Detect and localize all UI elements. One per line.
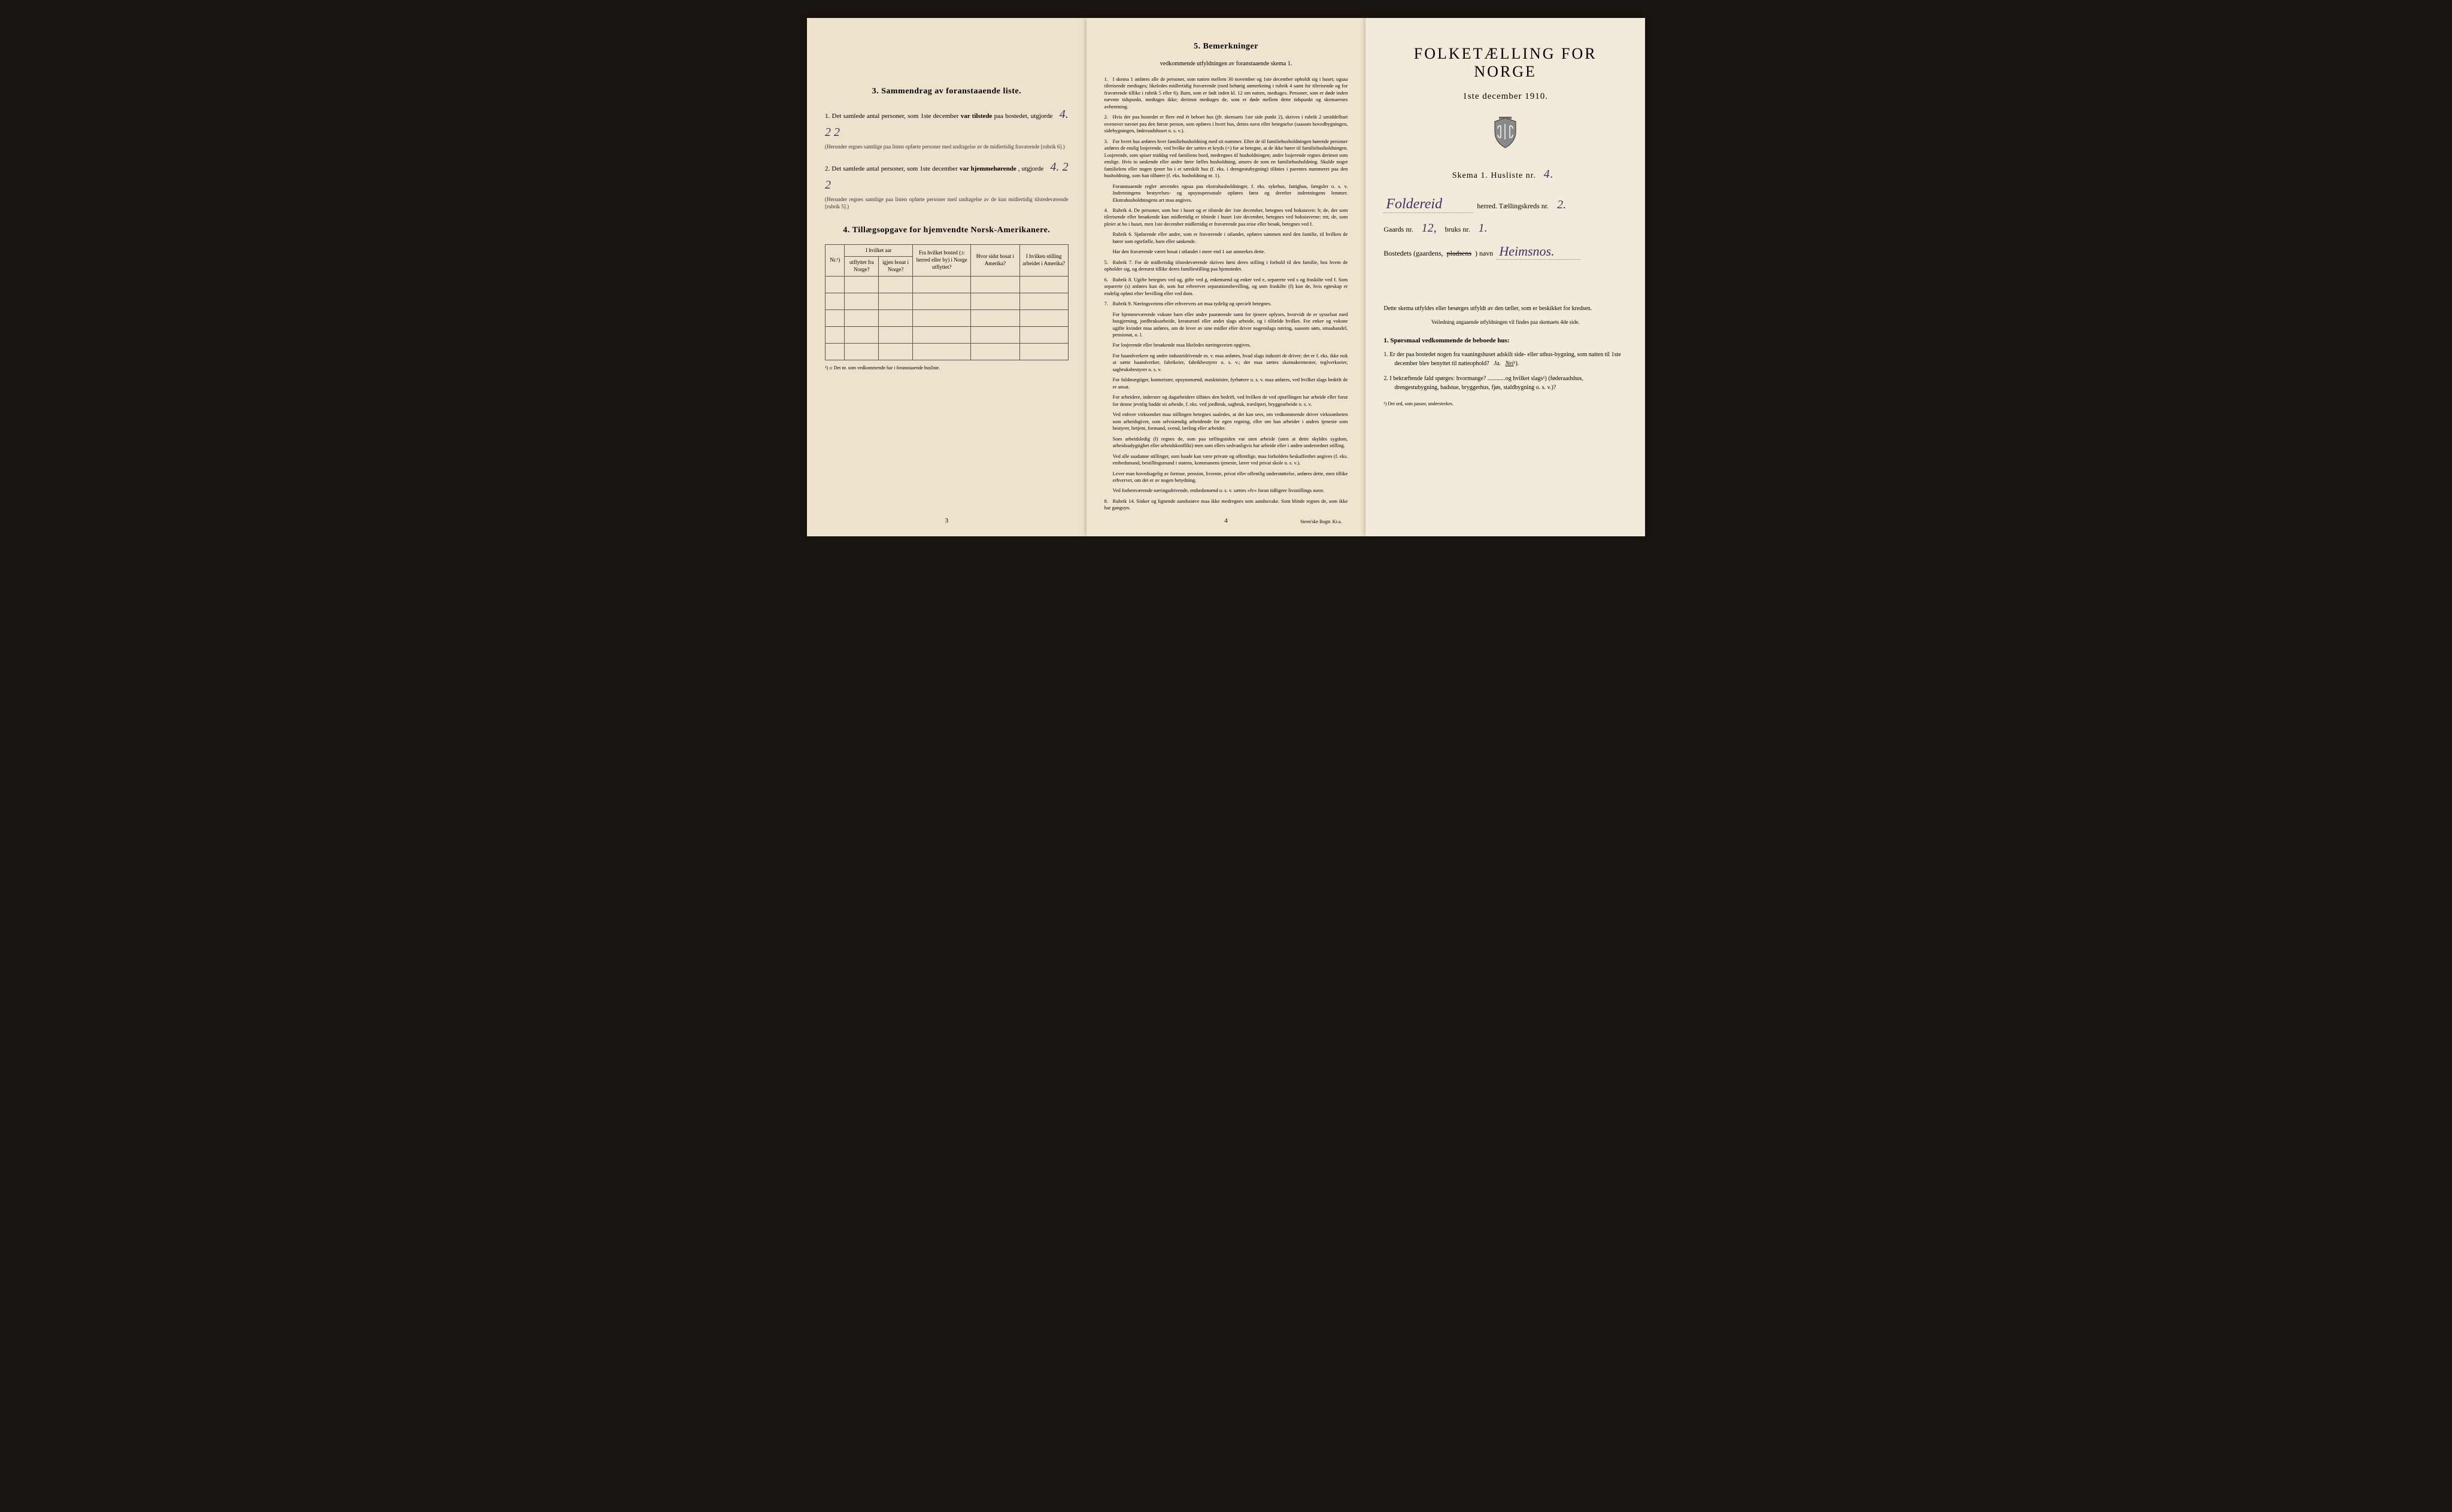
bosted-line: Bostedets (gaardens, pladsens ) navn Hei… xyxy=(1383,244,1627,260)
remark-sub: Ved enhver virksomhet maa stillingen bet… xyxy=(1113,411,1348,432)
fine-print-2: (Herunder regnes samtlige paa listen opf… xyxy=(825,196,1069,211)
remark-sub: Som arbeidsledig (l) regnes de, som paa … xyxy=(1113,436,1348,450)
form-note-2: Veiledning angaaende utfyldningen vil fi… xyxy=(1383,319,1627,325)
table-body xyxy=(826,276,1069,360)
remark-sub: Har den fraværende været bosat i utlande… xyxy=(1113,248,1348,255)
amerikanere-table: Nr.¹) I hvilket aar Fra hvilket bosted (… xyxy=(825,244,1069,360)
remark-sub: Ved alle saadanne stillinger, som baade … xyxy=(1113,453,1348,467)
gaards-nr: 12, xyxy=(1417,221,1442,235)
remark-item: 7.Rubrik 9. Næringsveiens eller erhverve… xyxy=(1104,300,1348,307)
section-5-heading: 5. Bemerkninger xyxy=(1104,42,1348,51)
herred-line: Foldereid herred. Tællingskreds nr. 2. xyxy=(1383,196,1627,213)
section-4-heading: 4. Tillægsopgave for hjemvendte Norsk-Am… xyxy=(825,226,1069,235)
remark-sub: Ved forhenværende næringsdrivende, embed… xyxy=(1113,487,1348,494)
remark-item: 8.Rubrik 14. Sinker og lignende aandssiø… xyxy=(1104,498,1348,512)
section-4: 4. Tillægsopgave for hjemvendte Norsk-Am… xyxy=(825,226,1069,371)
kreds-nr: 2. xyxy=(1552,198,1571,212)
nei-underlined: Nei xyxy=(1506,360,1514,367)
section-3-heading: 3. Sammendrag av foranstaaende liste. xyxy=(825,87,1069,96)
remark-sub: For arbeidere, inderster og dagarbeidere… xyxy=(1113,394,1348,408)
col-utflyttet: utflyttet fra Norge? xyxy=(845,257,879,276)
table-row xyxy=(826,343,1069,360)
footnote-right: ¹) Det ord, som passer, understrekes. xyxy=(1383,401,1627,406)
remark-sub: Rubrik 6. Sjøfarende eller andre, som er… xyxy=(1113,231,1348,245)
col-igjen: igjen bosat i Norge? xyxy=(879,257,913,276)
crest-icon xyxy=(1492,117,1519,150)
remarks-list: 1.I skema 1 anføres alle de personer, so… xyxy=(1104,76,1348,512)
remark-sub: Foranstaaende regler anvendes ogsaa paa … xyxy=(1113,183,1348,204)
fine-print-1: (Herunder regnes samtlige paa listen opf… xyxy=(825,143,1069,151)
husliste-nr: 4. xyxy=(1539,168,1559,181)
remark-item: 1.I skema 1 anføres alle de personer, so… xyxy=(1104,76,1348,110)
item-1: 1. Det samlede antal personer, som 1ste … xyxy=(825,105,1069,151)
remark-item: 3.For hvert hus anføres hver familiehush… xyxy=(1104,138,1348,180)
section-5-subheading: vedkommende utfyldningen av foranstaaend… xyxy=(1104,60,1348,67)
remark-sub: For hjemmeværende voksne barn eller andr… xyxy=(1113,311,1348,339)
skema-line: Skema 1. Husliste nr. 4. xyxy=(1383,168,1627,181)
remark-sub: For haandverkere og andre industridriven… xyxy=(1113,353,1348,373)
table-row xyxy=(826,276,1069,293)
remark-sub: For losjerende eller besøkende maa likel… xyxy=(1113,342,1348,348)
document-triptych: 3. Sammendrag av foranstaaende liste. 1.… xyxy=(807,18,1645,536)
remark-sub: Lever man hovedsagelig av formue, pensio… xyxy=(1113,470,1348,484)
remark-item: 2.Hvis der paa bostedet er flere end ét … xyxy=(1104,114,1348,134)
col-amerika: Hvor sidst bosat i Amerika? xyxy=(971,244,1019,276)
remark-sub: For fuldmægtiger, kontorister, opsynsmæn… xyxy=(1113,377,1348,390)
census-date: 1ste december 1910. xyxy=(1383,92,1627,102)
item-2: 2. Det samlede antal personer, som 1ste … xyxy=(825,158,1069,211)
table-row xyxy=(826,293,1069,309)
remark-item: 5.Rubrik 7. For de midlertidig tilstedev… xyxy=(1104,259,1348,273)
table-row xyxy=(826,309,1069,326)
census-title: FOLKETÆLLING FOR NORGE xyxy=(1383,45,1627,81)
question-1: 1. Er der paa bostedet nogen fra vaaning… xyxy=(1383,350,1627,368)
col-stilling: I hvilken stilling arbeidet i Amerika? xyxy=(1019,244,1068,276)
page-number-3: 3 xyxy=(945,517,949,524)
herred-name: Foldereid xyxy=(1383,196,1473,213)
coat-of-arms xyxy=(1383,117,1627,153)
bruks-nr: 1. xyxy=(1474,221,1492,235)
page-3: 3. Sammendrag av foranstaaende liste. 1.… xyxy=(807,18,1087,536)
question-2: 2. I bekræftende fald spørges: hvormange… xyxy=(1383,374,1627,392)
table-footnote: ¹) ɔ: Det nr. som vedkommende har i fora… xyxy=(825,365,1069,371)
bosted-name: Heimsnos. xyxy=(1497,244,1580,260)
printer-note: Steen'ske Bogtr. Kr.a. xyxy=(1300,519,1342,524)
table-row xyxy=(826,326,1069,343)
page-number-4: 4 xyxy=(1224,517,1228,524)
question-heading: 1. Spørsmaal vedkommende de beboede hus: xyxy=(1383,337,1627,344)
col-aar-group: I hvilket aar xyxy=(845,244,913,257)
col-nr: Nr.¹) xyxy=(826,244,845,276)
page-title: FOLKETÆLLING FOR NORGE 1ste december 191… xyxy=(1365,18,1645,536)
col-bosted: Fra hvilket bosted (ɔ: herred eller by) … xyxy=(913,244,971,276)
gaards-line: Gaards nr. 12, bruks nr. 1. xyxy=(1383,221,1627,235)
remark-item: 4.Rubrik 4. De personer, som bor i huset… xyxy=(1104,207,1348,227)
page-4: 5. Bemerkninger vedkommende utfyldningen… xyxy=(1087,18,1366,536)
form-note-1: Dette skema utfyldes eller besørges utfy… xyxy=(1383,304,1627,313)
remark-item: 6.Rubrik 8. Ugifte betegnes ved ug, gift… xyxy=(1104,277,1348,297)
